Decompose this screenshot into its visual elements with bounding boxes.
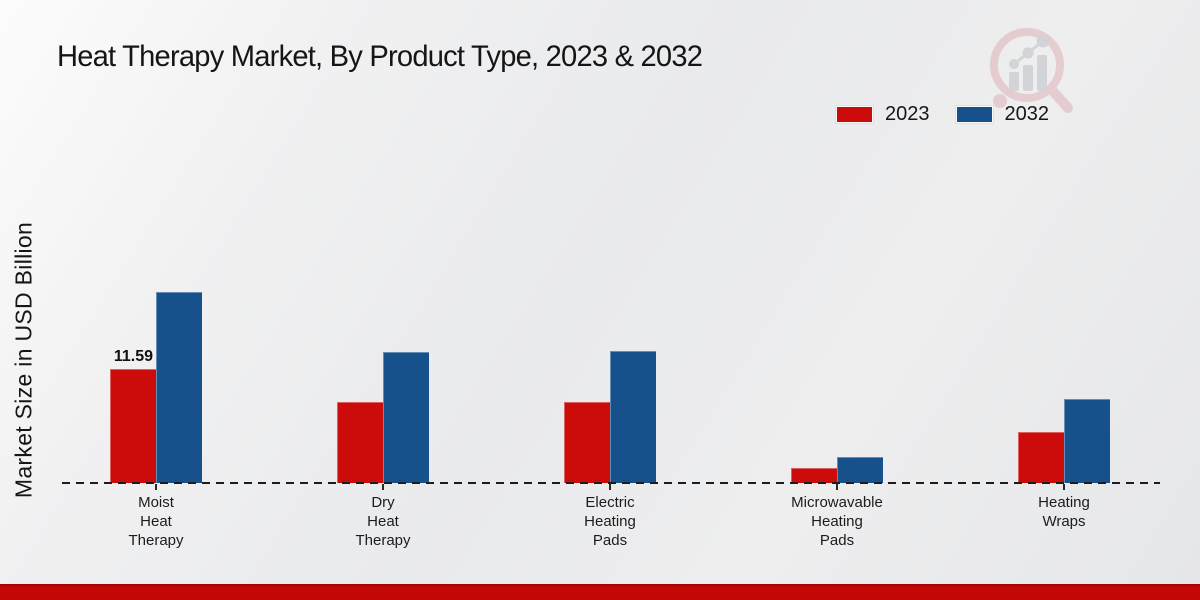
bar-2032-dry-heat-therapy[interactable]: [383, 352, 429, 483]
chart-title: Heat Therapy Market, By Product Type, 20…: [57, 40, 703, 73]
x-axis-tick: [382, 484, 384, 490]
magnifier-bar-chart-logo-icon: [990, 28, 1073, 113]
legend-label-2023: 2023: [885, 103, 930, 125]
bar-2032-electric-heating-pads[interactable]: [610, 351, 656, 483]
bar-2032-microwavable-heating-pads[interactable]: [837, 457, 883, 483]
footer-accent-bar: [0, 584, 1200, 600]
x-axis-tick: [836, 484, 838, 490]
bar-value-label: 11.59: [113, 348, 153, 365]
x-axis-tick: [1063, 484, 1065, 490]
legend-label-2032: 2032: [1004, 103, 1050, 125]
legend-item-2023[interactable]: 2023: [836, 103, 930, 126]
legend-swatch-2023: [836, 106, 873, 123]
bar-2023-electric-heating-pads[interactable]: [564, 402, 610, 483]
x-axis-tick: [155, 484, 157, 490]
bar-2023-dry-heat-therapy[interactable]: [337, 402, 383, 483]
x-axis-tick: [609, 484, 611, 490]
x-category-label: Moist Heat Therapy: [128, 494, 184, 549]
x-category-label: Dry Heat Therapy: [355, 494, 411, 549]
bar-2023-heating-wraps[interactable]: [1018, 432, 1064, 483]
legend-item-2032[interactable]: 2032: [955, 103, 1050, 126]
bar-2032-heating-wraps[interactable]: [1064, 399, 1110, 483]
legend-swatch-2032: [955, 106, 993, 123]
x-category-label: Microwavable Heating Pads: [791, 494, 883, 549]
x-category-label: Heating Wraps: [1038, 494, 1090, 530]
x-category-label: Electric Heating Pads: [584, 494, 636, 549]
bar-2023-microwavable-heating-pads[interactable]: [791, 468, 837, 483]
x-axis-baseline: [62, 482, 1160, 484]
bar-2032-moist-heat-therapy[interactable]: [156, 292, 202, 483]
bar-2023-moist-heat-therapy[interactable]: [110, 369, 156, 483]
legend: 2023 2032: [836, 103, 1049, 126]
